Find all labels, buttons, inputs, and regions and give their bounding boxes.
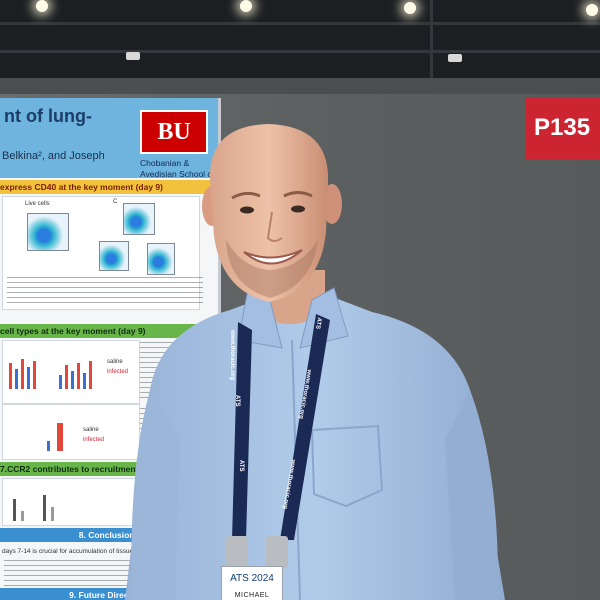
flow-cytometry-plot — [99, 241, 129, 271]
ceiling — [0, 0, 600, 78]
eye — [240, 206, 254, 214]
name-badge: ATS 2024 MICHAEL — [221, 566, 283, 600]
badge-name: MICHAEL — [234, 592, 270, 599]
poster-section-heading: cell types at the key moment (day 9) — [0, 324, 218, 338]
shirt-pocket — [310, 424, 384, 508]
chart-bar — [13, 499, 16, 521]
bu-logo: BU — [140, 110, 208, 154]
mouth — [243, 249, 303, 265]
legend-entry: saline — [107, 359, 123, 365]
chart-bar — [65, 365, 68, 389]
chart-bar — [9, 363, 12, 389]
ceiling-light — [404, 2, 416, 14]
figure-label: C — [113, 199, 118, 205]
chart-bar — [33, 361, 36, 389]
chart-bar — [59, 375, 62, 389]
lanyard-text: ATS — [238, 460, 244, 472]
chart-bar — [15, 369, 18, 389]
figure-label: Live cells — [25, 201, 50, 207]
nose — [266, 211, 283, 242]
chart-bar — [47, 441, 50, 451]
poster-board-number-sign: P135 — [526, 97, 600, 159]
poster-header: nt of lung- Belkina², and Joseph BU Chob… — [0, 98, 218, 190]
ceiling-fixture — [126, 52, 140, 60]
ceiling-light — [36, 0, 48, 12]
chart-bar — [57, 423, 63, 451]
chart-bar — [89, 361, 92, 389]
shirt-sleeve — [445, 390, 499, 600]
chart-bar — [71, 371, 74, 389]
lanyard-clip — [266, 536, 288, 568]
chart-bar — [21, 511, 24, 521]
bar-chart — [57, 355, 101, 389]
chart-bar — [21, 359, 24, 389]
poster-bar-charts — [2, 478, 140, 526]
poster-section-heading: express CD40 at the key moment (day 9) — [0, 180, 218, 194]
lanyard-strap — [280, 314, 330, 540]
lanyard-text: ATS — [234, 395, 240, 407]
bar-chart — [7, 355, 41, 389]
eyebrow — [283, 191, 313, 198]
eye — [291, 205, 305, 213]
chart-bar — [27, 367, 30, 389]
conclusion-text: days 7-14 is crucial for accumulation of… — [2, 548, 159, 555]
chart-bar — [43, 495, 46, 521]
ceiling-beam — [0, 22, 600, 25]
lanyard-clip — [226, 536, 248, 568]
legend-entry: saline — [83, 427, 99, 433]
poster-authors: Belkina², and Joseph — [2, 150, 105, 162]
poster-figure: Live cells C — [2, 196, 203, 310]
lanyard-text: www.thoracic.org — [229, 330, 235, 381]
head — [209, 124, 329, 302]
ceiling-light — [240, 0, 252, 12]
badge-brand: ATS 2024 — [230, 573, 274, 584]
eyebrow — [231, 191, 261, 200]
poster-bar-charts: saline infected — [2, 340, 140, 404]
legend-entry: infected — [83, 437, 105, 443]
ceiling-beam — [0, 50, 600, 53]
poster-bar-charts: saline infected — [2, 404, 140, 460]
flow-cytometry-plot — [147, 243, 175, 275]
figure-caption — [7, 277, 203, 307]
shirt-sleeve — [131, 390, 180, 600]
poster-board-top-edge — [0, 78, 600, 94]
ceiling-beam — [430, 0, 433, 78]
stubble — [226, 240, 318, 298]
ceiling-light — [586, 4, 598, 16]
chart-bar — [83, 373, 86, 389]
bar-chart — [43, 415, 73, 451]
chart-bar — [51, 507, 54, 521]
flow-cytometry-plot — [27, 213, 69, 251]
flow-cytometry-plot — [123, 203, 155, 235]
poster-title: nt of lung- — [4, 106, 92, 126]
legend-entry: infected — [107, 369, 129, 375]
lanyard-strap — [232, 322, 252, 540]
chart-bar — [77, 363, 80, 389]
ceiling-fixture — [448, 54, 462, 62]
shirt — [125, 296, 505, 600]
